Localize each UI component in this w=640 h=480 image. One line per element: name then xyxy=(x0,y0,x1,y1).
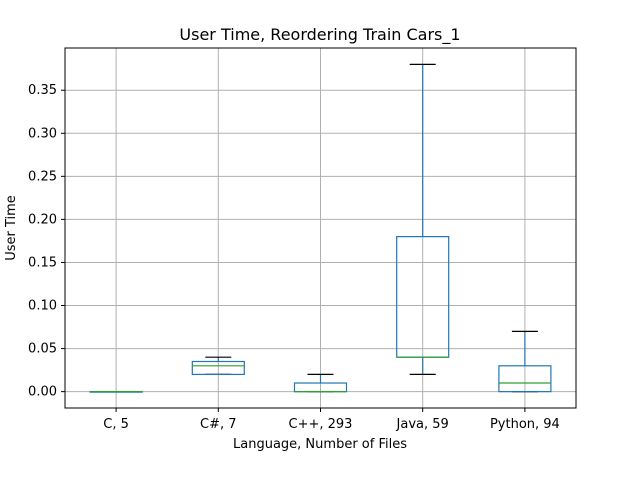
grid-layer xyxy=(65,48,576,408)
box-1 xyxy=(191,356,245,376)
box-2 xyxy=(293,373,348,393)
x-tick-label: Python, 94 xyxy=(490,417,560,432)
box-4 xyxy=(498,330,552,393)
y-tick-label: 0.15 xyxy=(28,255,57,270)
chart-title: User Time, Reordering Train Cars_1 xyxy=(179,25,460,45)
x-tick-label: Java, 59 xyxy=(396,417,449,432)
iqr-box xyxy=(498,365,552,393)
y-tick-label: 0.25 xyxy=(28,169,57,184)
iqr-box xyxy=(191,360,245,376)
plot-frame xyxy=(64,47,577,409)
y-tick-label: 0.00 xyxy=(28,385,57,400)
box-0 xyxy=(89,391,143,393)
box-layer xyxy=(89,63,552,393)
y-tick-label: 0.35 xyxy=(28,83,57,98)
y-tick-label: 0.05 xyxy=(28,342,57,357)
y-tick-label: 0.30 xyxy=(28,126,57,141)
x-tick-label: C++, 293 xyxy=(289,417,353,432)
y-tick-layer: 0.00 0.05 0.10 0.15 0.20 0.25 0.30 0.35 xyxy=(28,83,65,400)
box-3 xyxy=(396,63,450,376)
x-tick-label: C, 5 xyxy=(103,417,129,432)
x-tick-layer: C, 5 C#, 7 C++, 293 Java, 59 Python, 94 xyxy=(103,408,560,432)
y-tick-label: 0.20 xyxy=(28,212,57,227)
y-axis-label: User Time xyxy=(4,195,19,261)
x-axis-label: Language, Number of Files xyxy=(233,437,407,452)
y-tick-label: 0.10 xyxy=(28,299,57,314)
x-tick-label: C#, 7 xyxy=(200,417,237,432)
